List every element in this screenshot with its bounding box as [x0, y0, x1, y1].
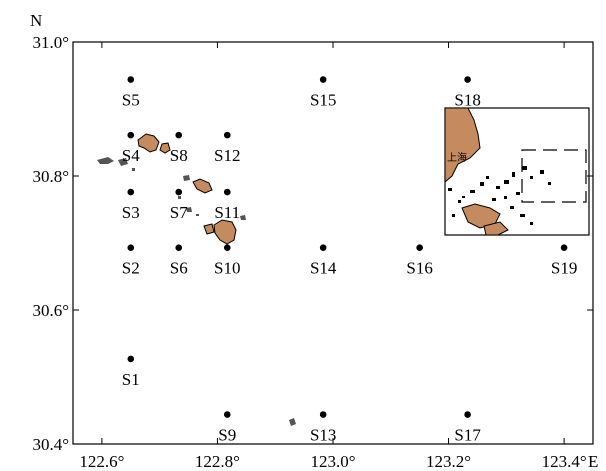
station-s19: S19	[551, 244, 577, 277]
station-label: S4	[122, 146, 140, 165]
station-s7: S7	[170, 189, 188, 222]
station-label: S9	[218, 426, 236, 445]
inset-city-label: 上海	[447, 151, 467, 164]
station-dot	[127, 244, 134, 251]
station-label: S10	[214, 259, 240, 278]
station-label: S8	[170, 146, 188, 165]
station-dot	[320, 76, 327, 83]
station-dot	[127, 356, 134, 363]
station-dot	[464, 411, 471, 418]
x-tick-label: 123.0°	[310, 452, 355, 471]
station-label: S14	[310, 259, 337, 278]
station-s1: S1	[122, 356, 140, 389]
y-tick-label: 30.4°	[32, 435, 69, 454]
station-s13: S13	[310, 411, 336, 444]
north-label: N	[30, 11, 42, 30]
station-label: S18	[454, 91, 480, 110]
station-dot	[175, 132, 182, 139]
east-label: E	[588, 452, 598, 471]
island	[160, 143, 170, 153]
island	[138, 134, 159, 152]
station-dot	[224, 411, 231, 418]
station-s14: S14	[310, 244, 337, 277]
station-s8: S8	[170, 132, 188, 165]
station-dot	[175, 244, 182, 251]
station-s16: S16	[406, 244, 432, 277]
station-label: S17	[454, 426, 481, 445]
station-s10: S10	[214, 244, 240, 277]
station-s18: S18	[454, 76, 480, 109]
station-s6: S6	[170, 244, 188, 277]
station-s11: S11	[214, 189, 240, 222]
station-dot	[416, 244, 423, 251]
x-tick-label: 123.4°	[542, 452, 587, 471]
station-label: S15	[310, 91, 336, 110]
station-label: S5	[122, 91, 140, 110]
station-s12: S12	[214, 132, 240, 165]
station-label: S3	[122, 203, 140, 222]
station-dot	[320, 411, 327, 418]
station-label: S1	[122, 370, 140, 389]
island	[204, 224, 214, 234]
station-label: S6	[170, 259, 188, 278]
station-label: S13	[310, 426, 336, 445]
islet	[178, 196, 181, 199]
station-dot	[127, 76, 134, 83]
station-dot	[224, 189, 231, 196]
y-tick-label: 31.0°	[32, 33, 69, 52]
station-dot	[464, 76, 471, 83]
station-dot	[127, 189, 134, 196]
station-dot	[224, 132, 231, 139]
x-tick-label: 122.6°	[79, 452, 124, 471]
station-label: S7	[170, 203, 188, 222]
station-dot	[320, 244, 327, 251]
station-s5: S5	[122, 76, 140, 109]
islet	[183, 175, 190, 181]
station-s17: S17	[454, 411, 481, 444]
island	[193, 179, 212, 193]
station-s15: S15	[310, 76, 336, 109]
station-dot	[224, 244, 231, 251]
islet	[289, 418, 296, 426]
station-dot	[175, 189, 182, 196]
islet	[132, 168, 135, 171]
islet	[196, 214, 199, 216]
islet	[97, 157, 114, 164]
x-tick-label: 122.8°	[195, 452, 240, 471]
station-label: S2	[122, 259, 140, 278]
station-s2: S2	[122, 244, 140, 277]
y-tick-label: 30.6°	[32, 301, 69, 320]
islet	[240, 215, 246, 220]
station-s9: S9	[218, 411, 236, 444]
station-label: S11	[214, 203, 240, 222]
y-tick-label: 30.8°	[32, 167, 69, 186]
x-tick-label: 123.2°	[426, 452, 471, 471]
island	[214, 220, 236, 244]
station-dot	[561, 244, 568, 251]
inset-map: 上海	[445, 108, 589, 235]
station-dot	[127, 132, 134, 139]
station-s4: S4	[122, 132, 140, 165]
station-s3: S3	[122, 189, 140, 222]
station-label: S19	[551, 259, 577, 278]
station-label: S16	[406, 259, 432, 278]
station-label: S12	[214, 146, 240, 165]
